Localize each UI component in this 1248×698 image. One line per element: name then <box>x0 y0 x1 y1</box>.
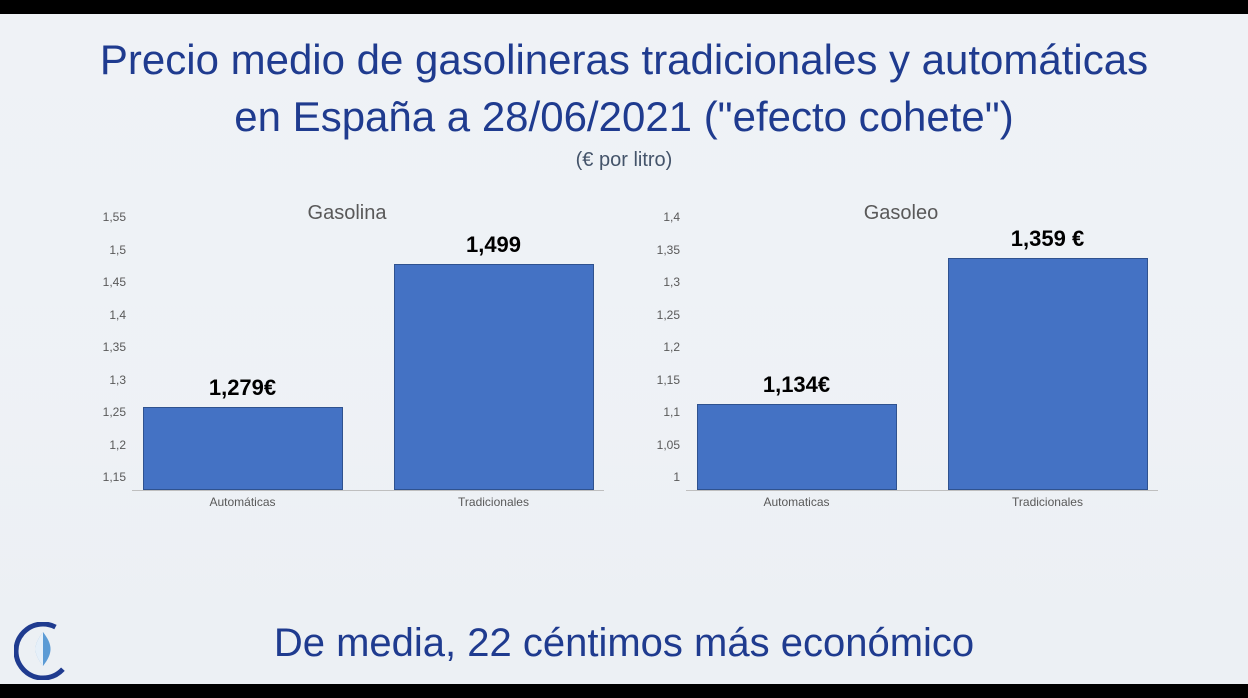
bar-value-label: 1,134€ <box>763 372 830 398</box>
title-line-2: en España a 28/06/2021 ("efecto cohete") <box>234 93 1013 140</box>
bar <box>394 264 594 490</box>
x-axis: Automaticas Tradicionales <box>686 491 1158 509</box>
brand-logo-icon <box>14 622 72 680</box>
y-tick: 1,05 <box>657 438 680 452</box>
y-tick: 1,15 <box>103 470 126 484</box>
y-tick: 1,55 <box>103 210 126 224</box>
slide-title: Precio medio de gasolineras tradicionale… <box>20 32 1228 145</box>
y-tick: 1,1 <box>663 405 680 419</box>
charts-row: Gasolina 1,15 1,2 1,25 1,3 1,35 1,4 1,45 1,5 1,55… <box>20 202 1228 509</box>
x-axis: Automáticas Tradicionales <box>132 491 604 509</box>
chart-title: Gasolina <box>90 202 604 225</box>
y-tick: 1,5 <box>109 243 126 257</box>
bars-group: 1,134€ 1,359 € <box>686 231 1158 490</box>
y-tick: 1,2 <box>663 340 680 354</box>
x-category-label: Tradicionales <box>947 495 1148 509</box>
chart-gasolina: Gasolina 1,15 1,2 1,25 1,3 1,35 1,4 1,45 1,5 1,55… <box>90 202 604 509</box>
y-tick: 1,15 <box>657 373 680 387</box>
plot: 1,279€ 1,499 <box>132 231 604 491</box>
y-tick: 1,4 <box>663 210 680 224</box>
y-tick: 1,35 <box>657 243 680 257</box>
bar-column: 1,499 <box>393 231 594 490</box>
plot-area: 11,051,11,151,21,251,31,351,41,134€1,359… <box>644 231 1158 491</box>
slide: Precio medio de gasolineras tradicionale… <box>0 14 1248 684</box>
y-tick: 1,4 <box>109 308 126 322</box>
y-tick: 1,25 <box>657 308 680 322</box>
y-tick: 1 <box>673 470 680 484</box>
y-tick: 1,3 <box>663 275 680 289</box>
x-labels: Automaticas Tradicionales <box>686 491 1158 509</box>
y-tick: 1,45 <box>103 275 126 289</box>
y-tick: 1,25 <box>103 405 126 419</box>
letterbox-top <box>0 0 1248 14</box>
y-tick: 1,2 <box>109 438 126 452</box>
bar-column: 1,279€ <box>142 231 343 490</box>
bar-value-label: 1,279€ <box>209 375 276 401</box>
bar-column: 1,134€ <box>696 231 897 490</box>
x-labels: Automáticas Tradicionales <box>132 491 604 509</box>
bar <box>697 404 897 491</box>
y-tick: 1,35 <box>103 340 126 354</box>
plot: 1,134€ 1,359 € <box>686 231 1158 491</box>
bar-column: 1,359 € <box>947 231 1148 490</box>
x-category-label: Automaticas <box>696 495 897 509</box>
bar <box>948 258 1148 490</box>
y-tick: 1,3 <box>109 373 126 387</box>
footer-text: De media, 22 céntimos más económico <box>20 621 1228 676</box>
bar <box>143 407 343 491</box>
bar-value-label: 1,359 € <box>1011 226 1084 252</box>
plot-area: 1,151,21,251,31,351,41,451,51,551,279€1,… <box>90 231 604 491</box>
bar-value-label: 1,499 <box>466 232 521 258</box>
bars-group: 1,279€ 1,499 <box>132 231 604 490</box>
x-category-label: Automáticas <box>142 495 343 509</box>
chart-gasoleo: Gasoleo 1 1,05 1,1 1,15 1,2 1,25 1,3 1,35 1,4 1,13… <box>644 202 1158 509</box>
x-category-label: Tradicionales <box>393 495 594 509</box>
title-line-1: Precio medio de gasolineras tradicionale… <box>100 36 1148 83</box>
y-axis: 11,051,11,151,21,251,31,351,4 <box>644 231 686 491</box>
y-axis: 1,151,21,251,31,351,41,451,51,55 <box>90 231 132 491</box>
letterbox-bottom <box>0 684 1248 698</box>
slide-subtitle: (€ por litro) <box>20 149 1228 172</box>
slide-frame: Precio medio de gasolineras tradicionale… <box>0 0 1248 698</box>
chart-title: Gasoleo <box>644 202 1158 225</box>
